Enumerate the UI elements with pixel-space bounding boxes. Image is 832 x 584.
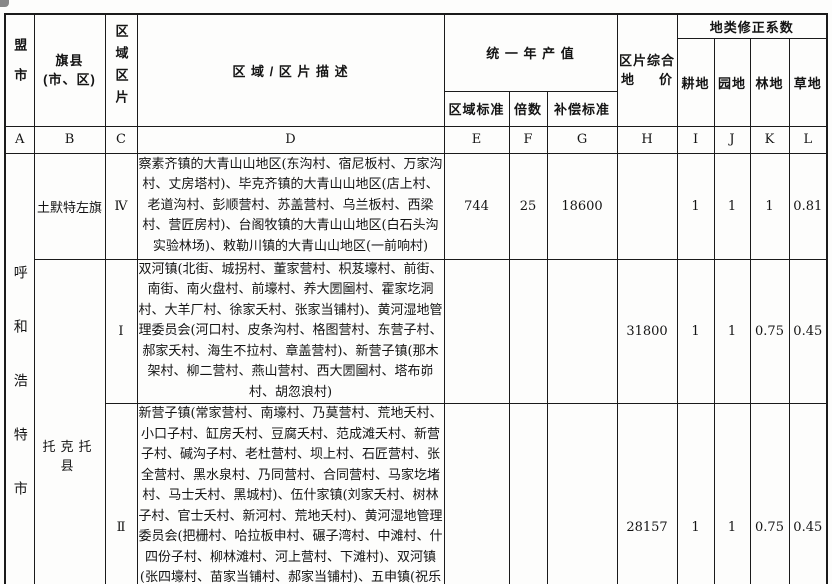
coef-garden-cell: 1 xyxy=(713,258,751,404)
table-row: 托克托县 Ⅰ 双河镇(北街、城拐村、董家营村、枳芨壕村、前街、南街、南火盘村、前… xyxy=(5,258,828,584)
league-city-cell: 呼和浩特市 xyxy=(4,152,35,584)
col-letter-e: E xyxy=(443,125,510,154)
header-coef-farmland: 耕地 xyxy=(676,37,715,127)
header-description: 区 域 / 区 片 描 述 xyxy=(136,13,445,127)
header-coef-forest: 林地 xyxy=(749,37,790,127)
table-row: Ⅱ 新营子镇(常家营村、南壕村、乃莫营村、荒地夭村、小口子村、缸房夭村、豆腐夭村… xyxy=(5,403,828,584)
land-compensation-table: 盟市 旗县 (市、区) 区域区片 区 域 / 区 片 描 述 统 一 年 产 值… xyxy=(4,13,829,584)
header-coef-garden: 园地 xyxy=(713,37,751,127)
multiplier-cell: 25 xyxy=(508,152,548,260)
col-letter-g: G xyxy=(546,125,618,154)
zone-cell: Ⅳ xyxy=(104,152,138,260)
county-cell: 托克托县 xyxy=(33,258,106,584)
col-letter-k: K xyxy=(749,125,790,154)
col-letter-f: F xyxy=(508,125,548,154)
zone-description-cell: 双河镇(北街、城拐村、董家营村、枳芨壕村、前街、南街、南火盘村、前壕村、养大圐圙… xyxy=(136,258,445,404)
region-standard-cell xyxy=(443,258,510,404)
header-league-city: 盟市 xyxy=(4,13,35,127)
coef-garden-cell: 1 xyxy=(713,403,751,584)
zone-description-cell: 察素齐镇的大青山山地区(东沟村、宿尼板村、万家沟村、丈房塔村)、毕克齐镇的大青山… xyxy=(136,152,445,260)
header-unified-output: 统 一 年 产 值 xyxy=(443,13,618,92)
multiplier-cell xyxy=(508,258,548,404)
comp-standard-cell xyxy=(546,258,618,404)
coef-forest-cell: 0.75 xyxy=(749,258,790,404)
zone-description-cell: 新营子镇(常家营村、南壕村、乃莫营村、荒地夭村、小口子村、缸房夭村、豆腐夭村、范… xyxy=(136,403,445,584)
col-letter-l: L xyxy=(788,125,828,154)
header-county-line1: 旗县 xyxy=(55,53,84,69)
zone-price-cell: 31800 xyxy=(616,258,678,404)
header-coefficient-group: 地类修正系数 xyxy=(676,13,828,39)
table-row: 呼和浩特市 土默特左旗 Ⅳ 察素齐镇的大青山山地区(东沟村、宿尼板村、万家沟村、… xyxy=(4,152,828,584)
header-row-3: 区域标准 倍数 补偿标准 xyxy=(5,90,827,127)
header-zone-label: 区域区片 xyxy=(113,24,129,113)
county-cell: 土默特左旗 xyxy=(33,152,106,260)
header-league-label: 盟市 xyxy=(12,38,28,99)
header-comp-standard: 补偿标准 xyxy=(546,90,618,127)
zone-cell: Ⅰ xyxy=(104,258,138,404)
coef-farmland-cell: 1 xyxy=(676,403,715,584)
col-letter-i: I xyxy=(676,125,715,154)
header-row-1: 盟市 旗县 (市、区) 区域区片 区 域 / 区 片 描 述 统 一 年 产 值… xyxy=(4,13,828,127)
comp-standard-cell xyxy=(546,403,618,584)
coef-garden-cell: 1 xyxy=(713,152,751,260)
coef-forest-cell: 1 xyxy=(749,152,790,260)
header-county: 旗县 (市、区) xyxy=(33,13,106,127)
header-county-line2: (市、区) xyxy=(43,72,96,88)
league-city-value: 呼和浩特市 xyxy=(11,264,28,535)
col-letter-h: H xyxy=(616,125,678,154)
header-zone-price-line1: 区片综合 xyxy=(619,53,676,69)
zone-price-cell xyxy=(616,152,678,260)
col-letter-c: C xyxy=(104,125,138,154)
header-zone-price: 区片综合 地 价 xyxy=(616,13,678,127)
scan-artifact xyxy=(0,0,9,7)
col-letter-a: A xyxy=(4,125,35,154)
zone-cell: Ⅱ xyxy=(104,403,138,584)
header-price-char-jia: 价 xyxy=(659,72,674,88)
col-letter-j: J xyxy=(713,125,751,154)
col-letter-d: D xyxy=(136,125,445,154)
header-zone-price-line2: 地 价 xyxy=(619,70,675,89)
header-zone: 区域区片 xyxy=(104,13,138,127)
header-region-standard: 区域标准 xyxy=(443,90,510,127)
coef-grassland-cell: 0.45 xyxy=(788,403,828,584)
header-price-char-di: 地 xyxy=(621,72,636,88)
header-row-2: 耕地 园地 林地 草地 xyxy=(5,37,828,127)
multiplier-cell xyxy=(508,403,548,584)
header-coef-grassland: 草地 xyxy=(788,37,828,127)
zone-price-cell: 28157 xyxy=(616,403,678,584)
coef-farmland-cell: 1 xyxy=(676,258,715,404)
col-letter-b: B xyxy=(33,125,106,154)
region-standard-cell: 744 xyxy=(443,152,510,260)
header-zone-price-label: 区片综合 地 价 xyxy=(619,51,675,89)
comp-standard-cell: 18600 xyxy=(546,152,618,260)
column-letter-row: A B C D E F G H I J K L xyxy=(4,125,828,154)
coef-forest-cell: 0.75 xyxy=(749,403,790,584)
coef-grassland-cell: 0.45 xyxy=(788,258,828,404)
coef-farmland-cell: 1 xyxy=(676,152,715,260)
header-multiplier: 倍数 xyxy=(508,90,548,127)
region-standard-cell xyxy=(443,403,510,584)
coef-grassland-cell: 0.81 xyxy=(788,152,828,260)
